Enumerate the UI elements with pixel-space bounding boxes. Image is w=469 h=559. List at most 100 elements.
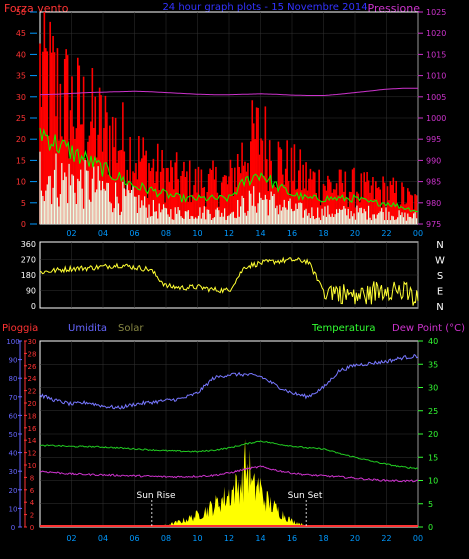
humidity-x-label: 16 (287, 534, 297, 543)
legend-umidita: Umidita (68, 323, 107, 334)
wind-tick-label: 35 (16, 72, 26, 81)
wind-tick-label: 25 (16, 114, 26, 123)
humidity-x-label: 04 (98, 534, 108, 543)
temp-tick-label: 35 (428, 360, 438, 369)
compass-label: S (437, 271, 443, 282)
direction-tick-label: 270 (21, 256, 36, 265)
rain-tick-label: 24 (28, 375, 37, 383)
pressure-tick-label: 1015 (426, 50, 446, 59)
wind-axis-label: Forza vento (4, 2, 69, 15)
legend-solar: Solar (118, 323, 144, 334)
wind-tick-label: 50 (16, 8, 26, 17)
chart-title: 24 hour graph plots - 15 Novembre 2014 (162, 2, 367, 13)
wind-tick-label: 15 (16, 156, 26, 165)
pressure-tick-label: 985 (426, 178, 441, 187)
wind-tick-label: 30 (16, 93, 26, 102)
wind-x-label: 16 (287, 229, 297, 238)
humidity-x-label: 02 (66, 534, 76, 543)
wind-x-label: 20 (350, 229, 360, 238)
wind-tick-label: 0 (21, 220, 26, 229)
rain-tick-label: 18 (28, 412, 37, 420)
compass-label: E (437, 287, 443, 298)
wind-tick-label: 10 (16, 178, 26, 187)
humidity-x-label: 22 (381, 534, 391, 543)
direction-line (39, 256, 419, 306)
humidity-tick-label: 80 (9, 375, 18, 383)
temp-tick-label: 25 (428, 407, 438, 416)
temp-tick-label: 40 (428, 337, 438, 346)
wind-tick-label: 40 (16, 50, 26, 59)
temp-tick-label: 0 (428, 523, 433, 532)
humidity-tick-label: 0 (11, 524, 15, 532)
rain-tick-label: 26 (28, 363, 37, 371)
wind-x-label: 10 (192, 229, 202, 238)
sunset-label: Sun Set (288, 491, 323, 501)
sunrise-label: Sun Rise (137, 491, 176, 501)
wind-tick-label: 5 (21, 199, 26, 208)
direction-tick-label: 180 (21, 271, 36, 280)
compass-label: W (435, 256, 445, 267)
humidity-x-label: 06 (129, 534, 139, 543)
direction-tick-label: 90 (26, 287, 36, 296)
humidity-tick-label: 10 (9, 505, 18, 513)
temp-tick-label: 10 (428, 477, 438, 486)
humidity-x-label: 10 (192, 534, 202, 543)
humidity-tick-label: 90 (9, 357, 18, 365)
pressure-tick-label: 1000 (426, 114, 446, 123)
temp-tick-label: 20 (428, 430, 438, 439)
direction-tick-label: 0 (31, 302, 36, 311)
humidity-tick-label: 40 (9, 450, 18, 458)
rain-tick-label: 14 (28, 437, 37, 445)
wind-x-label: 18 (318, 229, 328, 238)
pressure-tick-label: 990 (426, 156, 441, 165)
humidity-tick-label: 70 (9, 394, 18, 402)
pressure-tick-label: 975 (426, 220, 441, 229)
rain-tick-label: 28 (28, 350, 37, 358)
rain-tick-label: 20 (28, 400, 37, 408)
humidity-x-label: 08 (161, 534, 171, 543)
humidity-tick-label: 60 (9, 412, 18, 420)
pressure-tick-label: 980 (426, 199, 441, 208)
pressure-tick-label: 995 (426, 135, 441, 144)
wind-tick-label: 20 (16, 135, 26, 144)
humidity-tick-label: 30 (9, 468, 18, 476)
humidity-x-label: 12 (224, 534, 234, 543)
dewpoint-line (39, 465, 419, 483)
wind-x-label: 14 (255, 229, 265, 238)
wind-x-label: 08 (161, 229, 171, 238)
temperature-line (40, 440, 419, 470)
humidity-x-label: 00 (413, 534, 423, 543)
legend-dewpoint: Dew Point (°C) (392, 323, 465, 334)
rain-tick-label: 8 (30, 474, 34, 482)
wind-x-label: 02 (66, 229, 76, 238)
legend-pioggia: Pioggia (2, 323, 38, 334)
wind-x-label: 06 (129, 229, 139, 238)
rain-tick-label: 22 (28, 388, 37, 396)
temp-tick-label: 30 (428, 384, 438, 393)
compass-label: N (436, 240, 443, 251)
wind-avg-line (39, 127, 419, 213)
wind-x-label: 00 (413, 229, 423, 238)
temp-tick-label: 15 (428, 453, 438, 462)
direction-tick-label: 360 (21, 240, 36, 249)
solar-area (40, 439, 418, 527)
wind-x-label: 12 (224, 229, 234, 238)
pressure-tick-label: 1005 (426, 93, 446, 102)
humidity-line (39, 353, 419, 410)
humidity-x-label: 20 (350, 534, 360, 543)
humidity-tick-label: 100 (6, 338, 19, 346)
rain-tick-label: 16 (28, 425, 37, 433)
wind-x-label: 22 (381, 229, 391, 238)
temp-tick-label: 5 (428, 500, 433, 509)
pressure-tick-label: 1025 (426, 8, 446, 17)
wind-x-label: 04 (98, 229, 108, 238)
pressure-line (39, 87, 418, 96)
humidity-tick-label: 50 (9, 431, 18, 439)
pressure-tick-label: 1020 (426, 29, 446, 38)
pressure-axis-label: Pressione (368, 2, 421, 15)
compass-label: N (436, 302, 443, 313)
rain-tick-label: 0 (30, 524, 34, 532)
humidity-x-label: 14 (255, 534, 265, 543)
pressure-tick-label: 1010 (426, 72, 446, 81)
